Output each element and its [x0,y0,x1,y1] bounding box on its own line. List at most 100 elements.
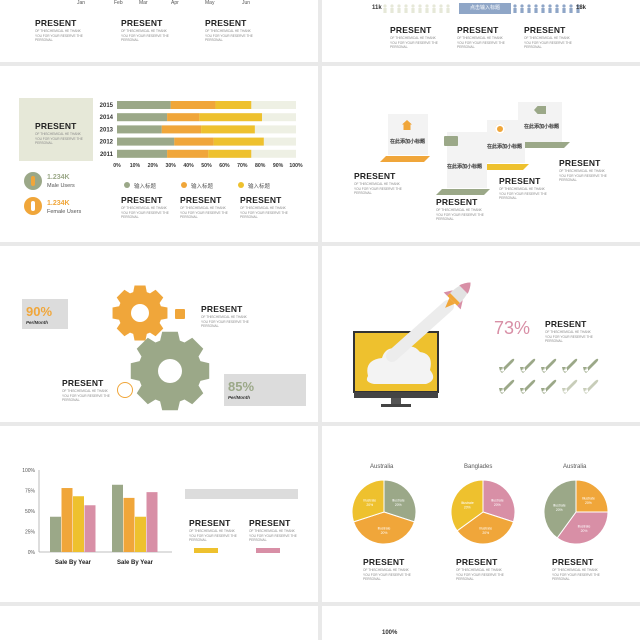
slice-value: 20% [366,503,373,507]
mini-rocket-icon [499,358,515,373]
slide-9[interactable] [0,606,318,640]
vbar-chart: 100% 75% 50% 25% 0% Sale By Year Sale By Year [22,468,172,566]
slide-8[interactable]: Illustrate 20% Illustrate 20% Illustrate 20% I… [322,426,640,602]
bar-segment [167,149,209,158]
right-value: 18k [576,5,587,11]
bar-segment [215,101,252,109]
year-label: 2012 [100,140,114,146]
left-value: 11k [372,5,382,11]
bar-segment [199,113,262,122]
pie-title: Australia [563,464,587,470]
person-icon [383,4,387,8]
card-title: PRESENT [436,197,478,207]
box-title: PRESENT [35,121,77,131]
legend-dot [238,182,244,188]
pct-value-1: 90% [26,304,53,319]
card-title: PRESENT [180,195,222,205]
person-body [383,8,387,13]
person-icon [513,4,517,8]
month-label: Apr [171,0,179,6]
person-body [548,8,552,13]
bar [123,497,135,552]
year-label: 2011 [100,152,114,158]
slide-10[interactable]: 100% [322,606,640,640]
person-body [534,8,538,13]
card-title: PRESENT [62,378,104,388]
card-text: OF THISCHEMICAL HE THANK YOU FOR YOUR RE… [354,182,402,196]
mini-rocket-icon [583,358,599,373]
bar [112,484,123,552]
bar [61,488,73,552]
person-icon [404,4,408,8]
card-title: PRESENT [189,518,231,528]
x-tick-label: 80% [255,163,266,169]
person-body [541,8,545,13]
person-icon [390,4,394,8]
mini-rocket-icon [541,379,557,394]
slice-label: Illustrate [392,499,405,503]
slide-1[interactable]: Jan Feb Mar Apr May Jun PRESENT OF THISC… [0,0,318,62]
pct-box-2 [224,374,306,406]
gear-hole [131,304,149,322]
slide-2[interactable]: 11k 点击输入标题 18k PRESENT OF THISCHEMICAL H… [322,0,640,62]
mini-rocket-icon [499,379,515,394]
slide-5[interactable]: 90% Per/Month PRESENT OF THISCHEMICAL HE… [0,246,318,422]
slice-value: 20% [395,503,402,507]
y-tick-label: 50% [25,509,36,515]
slice-value: 20% [581,529,588,533]
month-label: Feb [114,0,123,6]
color-key [194,548,218,553]
person-body [569,8,573,13]
female-label: Female Users [47,209,82,215]
bulb-icon [117,382,133,398]
legend-label: 输入标题 [134,184,157,190]
card-title: PRESENT [201,304,243,314]
card-title: PRESENT [249,518,291,528]
person-icon [446,4,450,8]
slice-label: Illustrate [582,497,595,501]
female-icon [24,197,42,215]
card-title: PRESENT [499,176,541,186]
person-icon [541,4,545,8]
person-icon [418,4,422,8]
pct-value-2: 85% [228,379,255,394]
person-icon [562,4,566,8]
mini-rocket-icon [562,379,578,394]
bar-segment [117,125,162,134]
x-category-label: Sale By Year [117,560,154,566]
slide-4[interactable]: 在此添加小标题 在此添加小标题 在此添加小标题 在此添加小标题 PRESENT … [322,66,640,242]
bar [146,492,158,552]
person-body [520,8,524,13]
person-body [397,8,401,13]
legend-dot [181,182,187,188]
slice-label: Illustrate [479,526,492,530]
person-body [446,8,450,13]
gears [112,285,210,411]
legend-label: 输入标题 [248,184,271,190]
bar [73,496,84,552]
person-body [527,8,531,13]
person-icon [432,4,436,8]
house-icon [402,120,412,130]
card-text: OF THISCHEMICAL HE THANK YOU FOR YOUR RE… [189,529,237,543]
slide-7[interactable]: 100% 75% 50% 25% 0% Sale By Year Sale By Year … [0,426,318,602]
bar-segment [117,113,168,122]
x-tick-label: 20% [148,163,159,169]
gear-hole [158,359,182,383]
person-icon [397,4,401,8]
month-label: Jun [242,0,251,6]
pie-slice [352,511,416,545]
title-badge[interactable]: 点击输入标题 [459,3,511,14]
slide-6[interactable]: 73% PRESENT OF THISCHEMICAL HE THANK YOU… [322,246,640,422]
card-text: OF THISCHEMICAL HE THANK YOU FOR YOUR RE… [524,36,572,50]
bar [135,516,146,552]
person-icon [534,4,538,8]
x-tick-label: 10% [130,163,141,169]
pct-label-1: Per/Month [26,320,48,325]
rocket-monitor [353,282,471,407]
slide-3[interactable]: PRESENT OF THISCHEMICAL HE THANK YOU FOR… [0,66,318,242]
mini-rocket-icon [520,379,536,394]
slice-value: 20% [381,531,388,535]
card-title: PRESENT [390,25,432,35]
legend-dot [124,182,130,188]
